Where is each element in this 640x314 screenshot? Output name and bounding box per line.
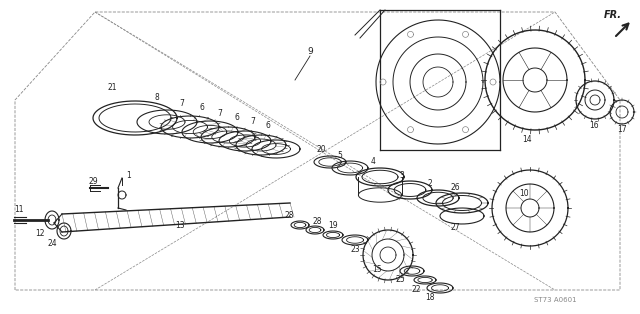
Text: 13: 13 xyxy=(175,220,185,230)
Text: FR.: FR. xyxy=(604,10,622,20)
Text: 16: 16 xyxy=(589,121,599,129)
Text: 7: 7 xyxy=(251,116,255,126)
Text: 25: 25 xyxy=(395,275,405,284)
Text: 9: 9 xyxy=(307,47,313,57)
Text: 12: 12 xyxy=(35,229,45,237)
Text: 3: 3 xyxy=(399,171,404,181)
Text: 8: 8 xyxy=(155,93,159,101)
Text: 20: 20 xyxy=(316,145,326,154)
Text: 22: 22 xyxy=(412,285,420,295)
Text: 6: 6 xyxy=(235,112,239,122)
Text: 23: 23 xyxy=(350,246,360,255)
Text: ST73 A0601: ST73 A0601 xyxy=(534,297,576,303)
Text: 10: 10 xyxy=(519,190,529,198)
Text: 4: 4 xyxy=(371,158,376,166)
Text: 15: 15 xyxy=(372,266,382,274)
Text: 2: 2 xyxy=(428,180,433,188)
Text: 28: 28 xyxy=(284,212,294,220)
Text: 26: 26 xyxy=(450,183,460,192)
Text: 14: 14 xyxy=(522,136,532,144)
Text: 5: 5 xyxy=(337,150,342,160)
Text: 7: 7 xyxy=(180,99,184,107)
Text: 6: 6 xyxy=(266,121,271,129)
Text: 7: 7 xyxy=(218,109,223,117)
Text: 27: 27 xyxy=(450,224,460,232)
Text: 24: 24 xyxy=(47,240,57,248)
Text: 21: 21 xyxy=(108,84,116,93)
Text: 11: 11 xyxy=(14,205,24,214)
Text: 18: 18 xyxy=(425,294,435,302)
Text: 1: 1 xyxy=(126,171,131,180)
Text: 6: 6 xyxy=(200,104,204,112)
Text: 19: 19 xyxy=(328,221,338,230)
Text: 17: 17 xyxy=(617,126,627,134)
Text: 29: 29 xyxy=(88,176,98,186)
Text: 28: 28 xyxy=(312,216,322,225)
